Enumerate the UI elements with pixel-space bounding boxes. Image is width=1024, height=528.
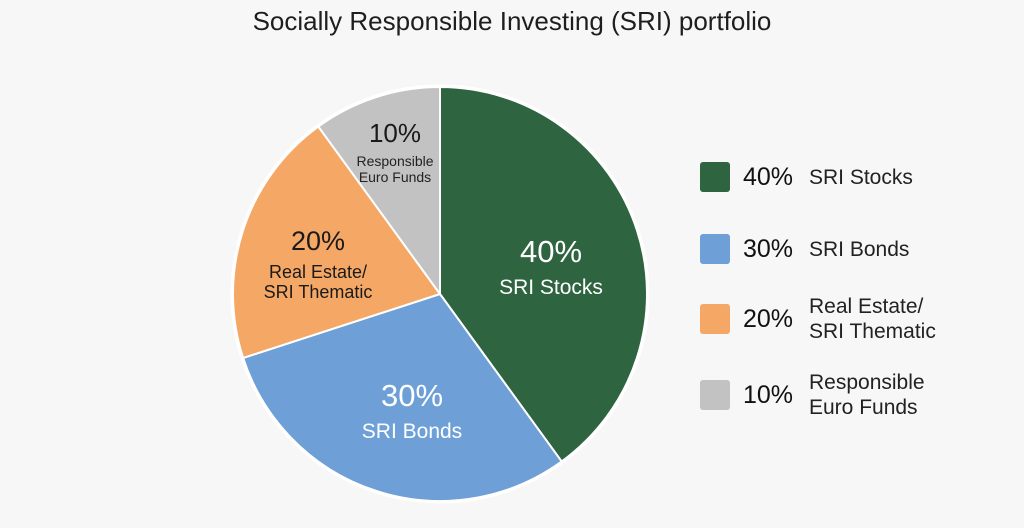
legend-label-line: Euro Funds <box>809 396 918 419</box>
legend-percent: 40% <box>743 162 794 191</box>
slice-percent-label: 10% <box>369 118 421 148</box>
legend-item-euro-funds: 10% Responsible Euro Funds <box>700 370 925 420</box>
slice-category-label: Real Estate/ <box>269 262 367 282</box>
legend-percent: 30% <box>743 234 794 263</box>
legend-label: SRI Bonds <box>809 237 909 262</box>
legend-swatch <box>700 380 730 410</box>
slice-category-label: Responsible <box>356 153 433 169</box>
legend-label-line: SRI Thematic <box>809 320 936 343</box>
legend-label: Responsible Euro Funds <box>809 370 925 420</box>
legend-percent: 20% <box>743 304 794 333</box>
legend-swatch <box>700 162 730 192</box>
pie-outline <box>230 84 650 504</box>
legend-percent: 10% <box>743 380 794 409</box>
legend-item-real-estate: 20% Real Estate/ SRI Thematic <box>700 294 936 344</box>
slice-percent-label: 30% <box>381 378 443 413</box>
legend-item-sri-stocks: 40% SRI Stocks <box>700 162 913 192</box>
slice-percent-label: 20% <box>291 226 345 256</box>
slice-percent-label: 40% <box>520 234 582 269</box>
legend-swatch <box>700 304 730 334</box>
slice-category-label: SRI Stocks <box>499 276 603 299</box>
legend-item-sri-bonds: 30% SRI Bonds <box>700 234 909 264</box>
legend-swatch <box>700 234 730 264</box>
legend-label-line: Real Estate/ <box>809 295 924 318</box>
legend-label-line: SRI Bonds <box>809 237 910 261</box>
slice-category-label: SRI Thematic <box>264 282 373 302</box>
legend-label-line: SRI Stocks <box>809 165 913 189</box>
legend-label: Real Estate/ SRI Thematic <box>809 294 936 344</box>
legend-label: SRI Stocks <box>809 165 913 190</box>
chart-title: Socially Responsible Investing (SRI) por… <box>252 6 772 36</box>
slice-category-label: Euro Funds <box>359 169 431 185</box>
legend-label-line: Responsible <box>809 371 925 394</box>
slice-category-label: SRI Bonds <box>362 420 462 443</box>
